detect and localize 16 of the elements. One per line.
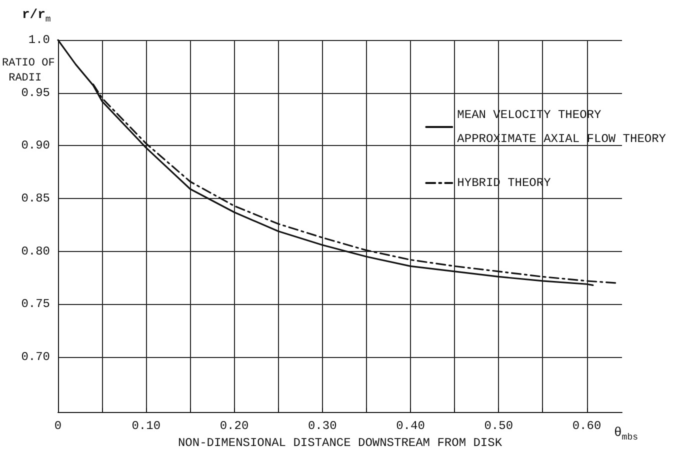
y-tick-label: 0.80 bbox=[21, 244, 50, 258]
x-tick-label: 0.10 bbox=[132, 419, 161, 433]
y-tick-label: 0.85 bbox=[21, 192, 50, 206]
x-tick-label: 0.50 bbox=[484, 419, 514, 433]
x-tick-label: 0 bbox=[54, 419, 62, 433]
x-tick-label: 0.60 bbox=[572, 419, 602, 433]
x-tick-label: 0.40 bbox=[396, 419, 425, 433]
y-tick-label: 0.95 bbox=[21, 86, 50, 100]
x-axis-title: NON-DIMENSIONAL DISTANCE DOWNSTREAM FROM DISK bbox=[178, 436, 503, 450]
x-tick-label: 0.30 bbox=[308, 419, 337, 433]
y-tick-label: 1.0 bbox=[28, 33, 50, 47]
y-tick-label: 0.90 bbox=[21, 138, 50, 153]
y-axis-title: RATIO OF RADII bbox=[2, 58, 55, 84]
y-tick-label: 0.75 bbox=[21, 297, 50, 312]
y-tick-label: 0.70 bbox=[21, 350, 50, 364]
x-tick-label: 0.20 bbox=[220, 419, 249, 433]
